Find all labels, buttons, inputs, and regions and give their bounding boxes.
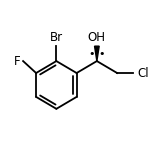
Polygon shape: [95, 46, 99, 61]
Text: Br: Br: [50, 31, 63, 44]
Text: OH: OH: [88, 31, 106, 44]
Text: F: F: [14, 55, 21, 68]
Text: • •: • •: [89, 49, 105, 59]
Text: Cl: Cl: [137, 67, 149, 79]
